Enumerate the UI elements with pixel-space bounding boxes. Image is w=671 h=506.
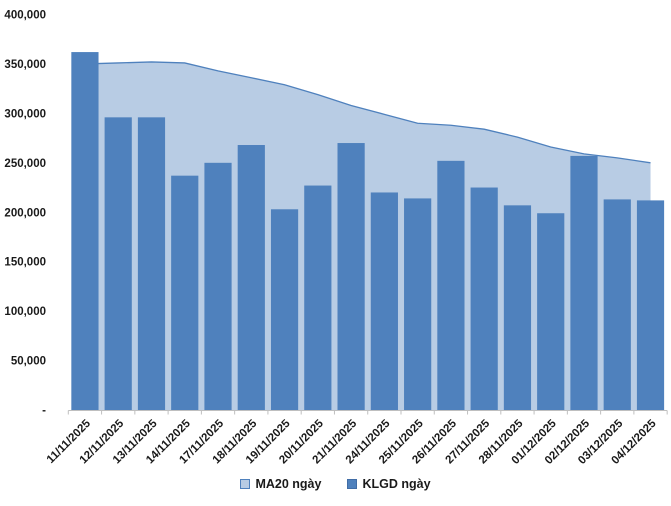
y-axis-label: 100,000 bbox=[4, 306, 46, 318]
chart-legend: MA20 ngày KLGD ngày bbox=[0, 478, 671, 491]
y-axis-label: 300,000 bbox=[4, 108, 46, 120]
ma20-legend-label: MA20 ngày bbox=[255, 477, 322, 491]
volume-bar bbox=[71, 52, 99, 410]
y-axis-label: - bbox=[42, 405, 46, 417]
volume-bar bbox=[304, 185, 332, 410]
volume-bar bbox=[636, 200, 665, 410]
volume-bar bbox=[470, 187, 498, 410]
y-axis-label: 400,000 bbox=[4, 10, 46, 22]
volume-bar bbox=[437, 160, 465, 410]
volume-bar bbox=[404, 198, 432, 410]
klgd-legend-label: KLGD ngày bbox=[362, 477, 431, 491]
volume-bar bbox=[171, 175, 199, 410]
volume-bar bbox=[237, 145, 265, 410]
volume-bar bbox=[270, 209, 299, 410]
ma20-swatch-icon bbox=[240, 479, 251, 490]
volume-bar bbox=[204, 162, 232, 410]
volume-bar bbox=[104, 117, 132, 410]
volume-bar bbox=[337, 143, 365, 411]
legend-item-ma20: MA20 ngày bbox=[240, 478, 321, 491]
y-axis-label: 250,000 bbox=[4, 158, 46, 170]
volume-bar bbox=[370, 192, 398, 410]
ma20-area bbox=[84, 61, 651, 411]
y-axis-label: 200,000 bbox=[4, 207, 46, 219]
volume-bar bbox=[503, 205, 532, 410]
volume-bar bbox=[570, 155, 598, 410]
y-axis-label: 150,000 bbox=[4, 257, 46, 269]
volume-bar bbox=[137, 117, 166, 410]
volume-bar bbox=[537, 213, 565, 410]
klgd-swatch-icon bbox=[347, 479, 358, 490]
ma20-line bbox=[84, 61, 651, 164]
y-axis-label: 350,000 bbox=[4, 59, 46, 71]
y-axis-label: 50,000 bbox=[11, 356, 46, 368]
legend-item-klgd: KLGD ngày bbox=[347, 477, 431, 491]
volume-bar bbox=[603, 199, 631, 410]
